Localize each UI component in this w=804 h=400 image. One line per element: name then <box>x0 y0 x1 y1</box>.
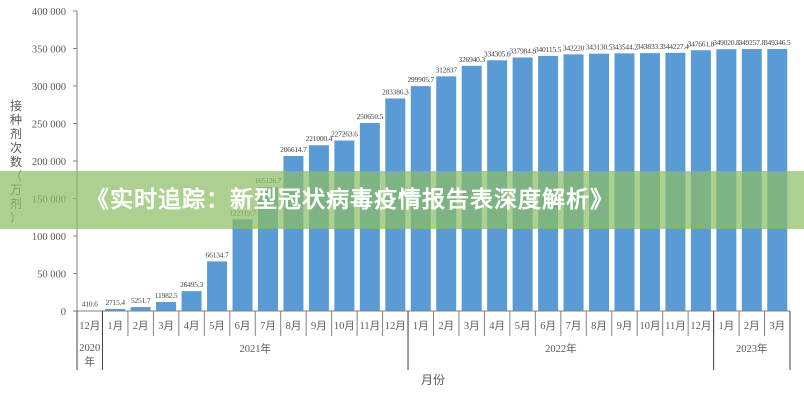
data-label: 299905.7 <box>408 75 435 84</box>
data-label: 349257.8 <box>739 38 766 47</box>
bar <box>130 307 151 311</box>
x-month-label: 3月 <box>158 320 174 332</box>
x-month-label: 12月 <box>385 320 406 332</box>
y-label-char: 数 <box>10 154 22 169</box>
data-label: 337984.8 <box>509 47 536 56</box>
data-label: 5251.7 <box>131 296 151 305</box>
data-label: 342220 <box>563 43 585 52</box>
x-month-label: 12月 <box>79 320 100 332</box>
x-month-label: 9月 <box>311 320 327 332</box>
data-label: 26495.3 <box>180 280 203 289</box>
data-label: 11982.5 <box>155 291 178 300</box>
x-month-label: 3月 <box>464 320 480 332</box>
x-month-label: 5月 <box>515 320 531 332</box>
x-month-label: 8月 <box>286 320 302 332</box>
banner-title: 《实时追踪：新型冠状病毒疫情报告表深度解析》 <box>86 187 614 213</box>
y-tick-label: 200 000 <box>32 157 66 168</box>
x-month-label: 4月 <box>489 320 505 332</box>
data-label: 312837 <box>436 65 458 74</box>
bar <box>232 219 253 311</box>
x-axis: 12月 1月 2月 3月 4月 5月 6月 7月 8月 9月 10月 11月 12月 1月 2月 3月 4月 5月… <box>76 310 791 370</box>
y-tick-label: 100 000 <box>32 232 66 243</box>
data-label: 227263.6 <box>331 130 358 139</box>
data-label: 250650.5 <box>357 112 384 121</box>
y-label-char: 种 <box>10 113 22 127</box>
data-label: 340115.5 <box>535 45 562 54</box>
x-month-label: 1月 <box>413 320 429 332</box>
data-label: 349020.8 <box>713 38 740 47</box>
x-axis-title: 月份 <box>421 373 445 387</box>
bar <box>105 308 126 311</box>
x-year-label: 2021年 <box>240 342 272 355</box>
x-month-label: 1月 <box>107 320 123 332</box>
data-label: 410.6 <box>82 300 98 309</box>
data-label: 66134.7 <box>206 250 229 259</box>
x-month-label: 6月 <box>235 320 251 332</box>
x-month-label: 7月 <box>260 320 276 332</box>
data-label: 344227.4 <box>662 42 689 51</box>
data-label: 206614.7 <box>280 145 307 154</box>
data-label: 349346.5 <box>764 38 791 47</box>
y-tick-label: 300 000 <box>32 82 66 93</box>
data-label: 2715.4 <box>105 298 125 307</box>
x-year-label: 2023年 <box>736 342 768 355</box>
y-tick-label: 350 000 <box>32 45 66 56</box>
data-label: 334305.6 <box>484 49 511 58</box>
data-label: 326940.3 <box>458 55 485 64</box>
data-labels: 410.62715.45251.711982.526495.366134.712… <box>82 38 791 309</box>
y-tick-label: 400 000 <box>32 7 66 18</box>
x-month-label: 1月 <box>718 320 734 332</box>
bar <box>156 302 177 311</box>
x-month-label: 2月 <box>133 320 149 332</box>
x-month-label: 10月 <box>334 320 355 332</box>
y-tick-label: 0 <box>61 307 66 318</box>
x-month-label: 3月 <box>769 320 785 332</box>
y-tick-label: 250 000 <box>32 120 66 131</box>
y-label-char: 接 <box>10 98 22 113</box>
y-label-char: 剂 <box>10 126 22 141</box>
data-label: 343544.2 <box>611 42 638 51</box>
x-year-label: 2022年 <box>545 342 577 355</box>
bar <box>181 291 202 311</box>
x-month-label: 10月 <box>639 320 660 332</box>
x-month-label: 4月 <box>184 320 200 332</box>
y-label-char: 次 <box>10 141 22 155</box>
data-label: 221000.4 <box>306 134 333 143</box>
y-tick-label: 50 000 <box>37 270 66 281</box>
bar <box>207 261 228 311</box>
data-label: 283386.3 <box>382 87 409 96</box>
data-label: 347661.8 <box>688 39 715 48</box>
x-month-label: 11月 <box>360 320 381 332</box>
x-month-label: 11月 <box>665 320 686 332</box>
x-month-label: 2月 <box>744 320 760 332</box>
x-month-label: 9月 <box>617 320 633 332</box>
x-month-label: 2月 <box>438 320 454 332</box>
data-label: 343833.3 <box>637 42 664 51</box>
data-label: 343130.5 <box>586 43 613 52</box>
x-month-label: 12月 <box>690 320 711 332</box>
x-month-label: 7月 <box>566 320 582 332</box>
x-month-label: 6月 <box>540 320 556 332</box>
x-month-label: 8月 <box>591 320 607 332</box>
x-year-label: 年 <box>84 355 95 368</box>
x-month-label: 5月 <box>209 320 225 332</box>
x-year-label: 2020 <box>79 343 100 354</box>
title-banner <box>0 171 804 229</box>
